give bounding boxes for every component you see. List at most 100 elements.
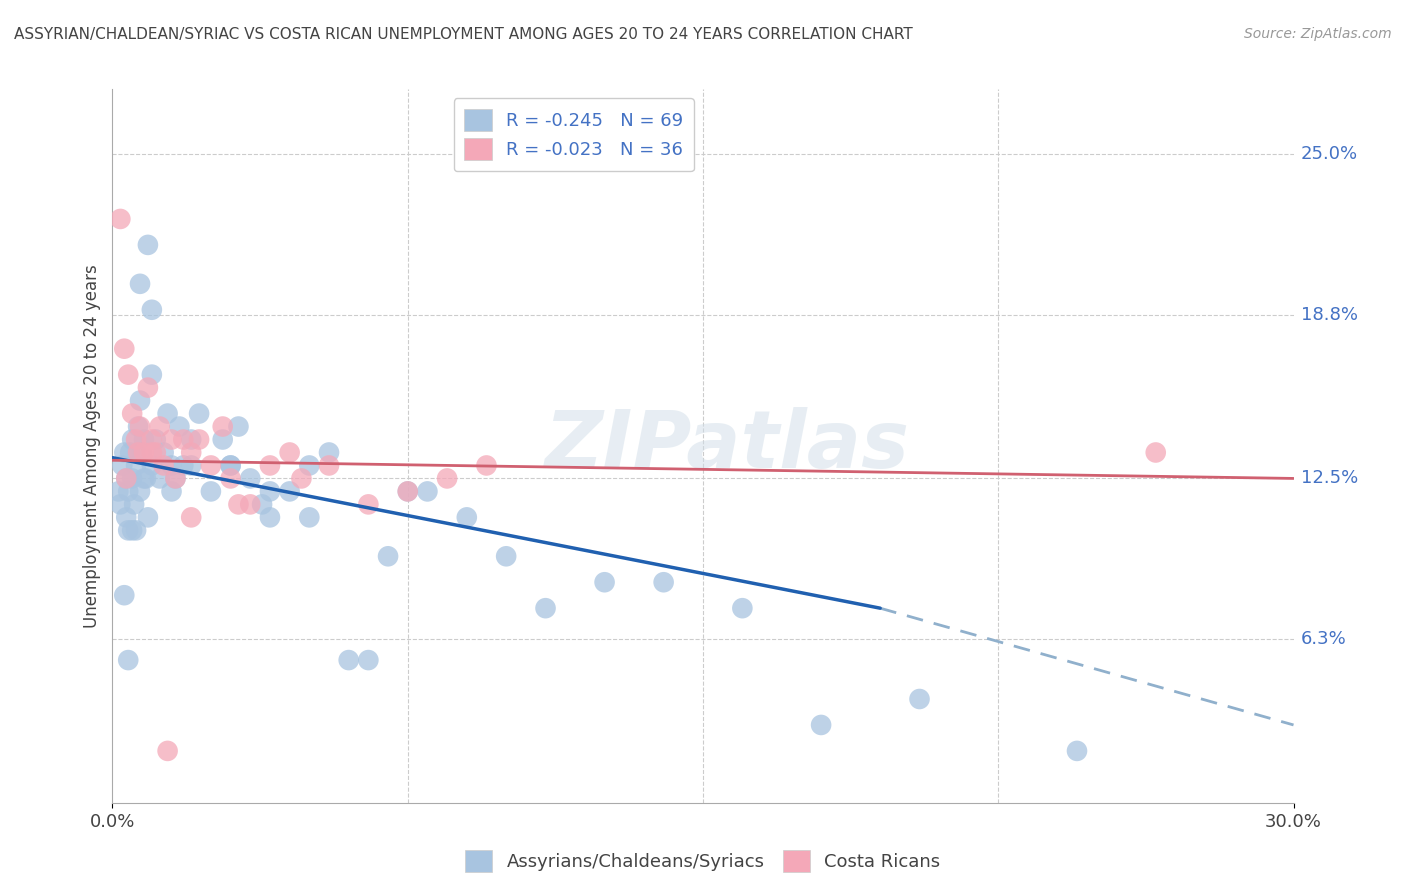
Point [1066, 744, 1088, 758]
Point [132, 433, 155, 447]
Point [132, 471, 155, 485]
Point [377, 549, 399, 564]
Point [357, 653, 380, 667]
Point [180, 445, 202, 459]
Point [112, 445, 135, 459]
Point [169, 419, 191, 434]
Text: 12.5%: 12.5% [1301, 469, 1358, 487]
Point [121, 524, 143, 538]
Point [396, 484, 419, 499]
Point [121, 471, 143, 485]
Text: Source: ZipAtlas.com: Source: ZipAtlas.com [1244, 27, 1392, 41]
Point [141, 433, 163, 447]
Point [112, 342, 135, 356]
Point [200, 484, 222, 499]
Point [593, 575, 616, 590]
Point [111, 458, 134, 473]
Point [160, 484, 183, 499]
Point [908, 692, 931, 706]
Point [211, 419, 233, 434]
Point [810, 718, 832, 732]
Point [495, 549, 517, 564]
Point [475, 458, 498, 473]
Point [141, 302, 163, 317]
Point [117, 653, 139, 667]
Point [436, 471, 458, 485]
Text: 18.8%: 18.8% [1301, 306, 1358, 324]
Point [145, 445, 167, 459]
Point [115, 510, 138, 524]
Point [160, 458, 183, 473]
Point [228, 497, 250, 511]
Point [125, 524, 148, 538]
Point [180, 458, 202, 473]
Point [298, 510, 321, 524]
Point [416, 484, 439, 499]
Point [290, 471, 312, 485]
Point [200, 458, 222, 473]
Point [534, 601, 557, 615]
Point [141, 445, 163, 459]
Point [129, 277, 152, 291]
Point [107, 484, 129, 499]
Point [318, 445, 340, 459]
Point [117, 484, 139, 499]
Point [188, 407, 211, 421]
Point [129, 419, 152, 434]
Point [127, 445, 149, 459]
Point [145, 433, 167, 447]
Text: 25.0%: 25.0% [1301, 145, 1358, 163]
Point [115, 471, 138, 485]
Point [172, 458, 194, 473]
Point [239, 497, 262, 511]
Point [129, 484, 152, 499]
Point [135, 471, 157, 485]
Point [652, 575, 675, 590]
Point [149, 471, 172, 485]
Point [259, 510, 281, 524]
Point [396, 484, 419, 499]
Point [117, 368, 139, 382]
Point [250, 497, 273, 511]
Point [156, 744, 179, 758]
Point [165, 471, 187, 485]
Point [219, 458, 242, 473]
Point [456, 510, 478, 524]
Point [172, 433, 194, 447]
Point [131, 445, 153, 459]
Point [152, 458, 174, 473]
Point [152, 445, 174, 459]
Point [239, 471, 262, 485]
Point [188, 433, 211, 447]
Point [121, 407, 143, 421]
Point [141, 368, 163, 382]
Point [122, 497, 145, 511]
Point [136, 510, 159, 524]
Point [1144, 445, 1167, 459]
Legend: Assyrians/Chaldeans/Syriacs, Costa Ricans: Assyrians/Chaldeans/Syriacs, Costa Rican… [458, 843, 948, 880]
Point [136, 238, 159, 252]
Point [149, 419, 172, 434]
Point [211, 433, 233, 447]
Text: ZIPatlas: ZIPatlas [544, 407, 910, 485]
Point [112, 588, 135, 602]
Point [121, 433, 143, 447]
Point [110, 211, 132, 226]
Point [125, 433, 148, 447]
Point [318, 458, 340, 473]
Text: 6.3%: 6.3% [1301, 631, 1347, 648]
Point [298, 458, 321, 473]
Point [141, 458, 163, 473]
Point [259, 484, 281, 499]
Text: ASSYRIAN/CHALDEAN/SYRIAC VS COSTA RICAN UNEMPLOYMENT AMONG AGES 20 TO 24 YEARS C: ASSYRIAN/CHALDEAN/SYRIAC VS COSTA RICAN … [14, 27, 912, 42]
Point [337, 653, 360, 667]
Point [219, 471, 242, 485]
Point [110, 497, 132, 511]
Point [160, 433, 183, 447]
Point [278, 445, 301, 459]
Point [165, 471, 187, 485]
Y-axis label: Unemployment Among Ages 20 to 24 years: Unemployment Among Ages 20 to 24 years [83, 264, 101, 628]
Point [129, 393, 152, 408]
Point [180, 433, 202, 447]
Point [180, 510, 202, 524]
